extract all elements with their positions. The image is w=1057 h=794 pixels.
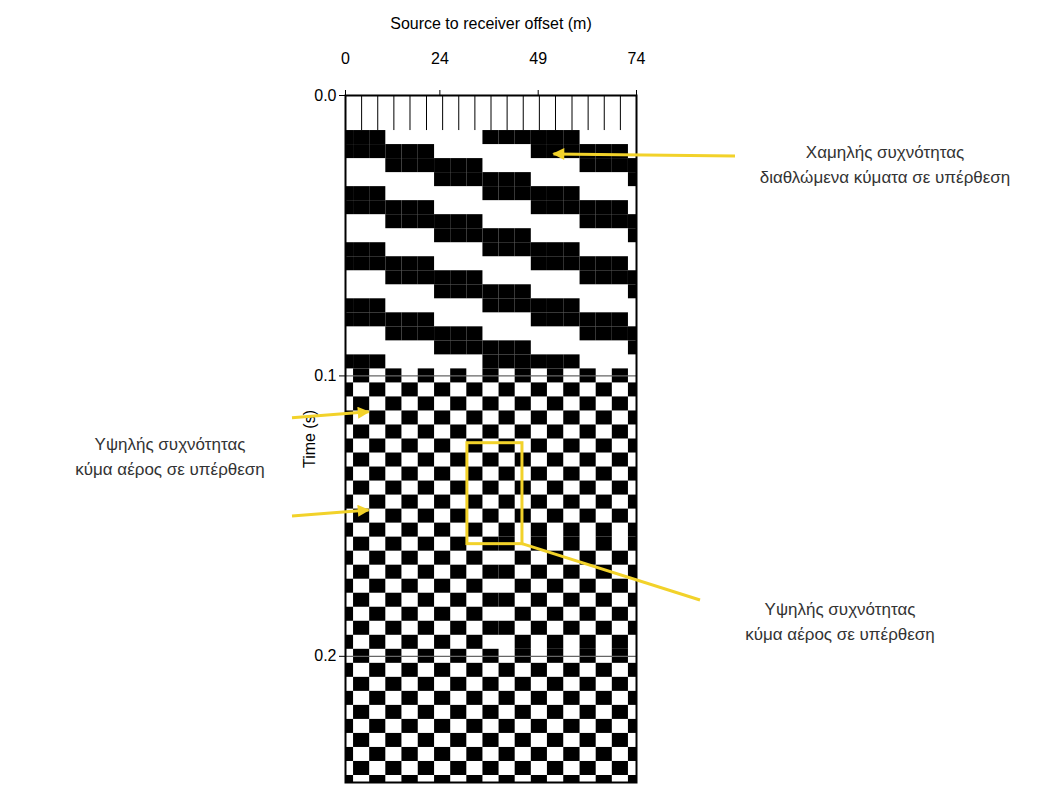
svg-text:0.1: 0.1: [314, 367, 336, 384]
svg-text:Υψηλής συχνότηταςκύμα αέρος σε: Υψηλής συχνότηταςκύμα αέρος σε υπέρθεση: [745, 600, 935, 644]
svg-text:Time (s): Time (s): [301, 410, 318, 468]
svg-text:49: 49: [529, 50, 547, 67]
svg-text:0: 0: [341, 50, 350, 67]
svg-text:Υψηλής συχνότηταςκύμα αέρος σε: Υψηλής συχνότηταςκύμα αέρος σε υπέρθεση: [75, 435, 265, 479]
svg-text:24: 24: [431, 50, 449, 67]
svg-text:74: 74: [628, 50, 646, 67]
svg-text:Source to receiver offset (m): Source to receiver offset (m): [390, 15, 592, 32]
svg-text:0.0: 0.0: [314, 87, 336, 104]
svg-text:0.2: 0.2: [314, 647, 336, 664]
svg-text:Χαμηλής συχνότηταςδιαθλώμενα κ: Χαμηλής συχνότηταςδιαθλώμενα κύματα σε υ…: [760, 143, 1011, 187]
